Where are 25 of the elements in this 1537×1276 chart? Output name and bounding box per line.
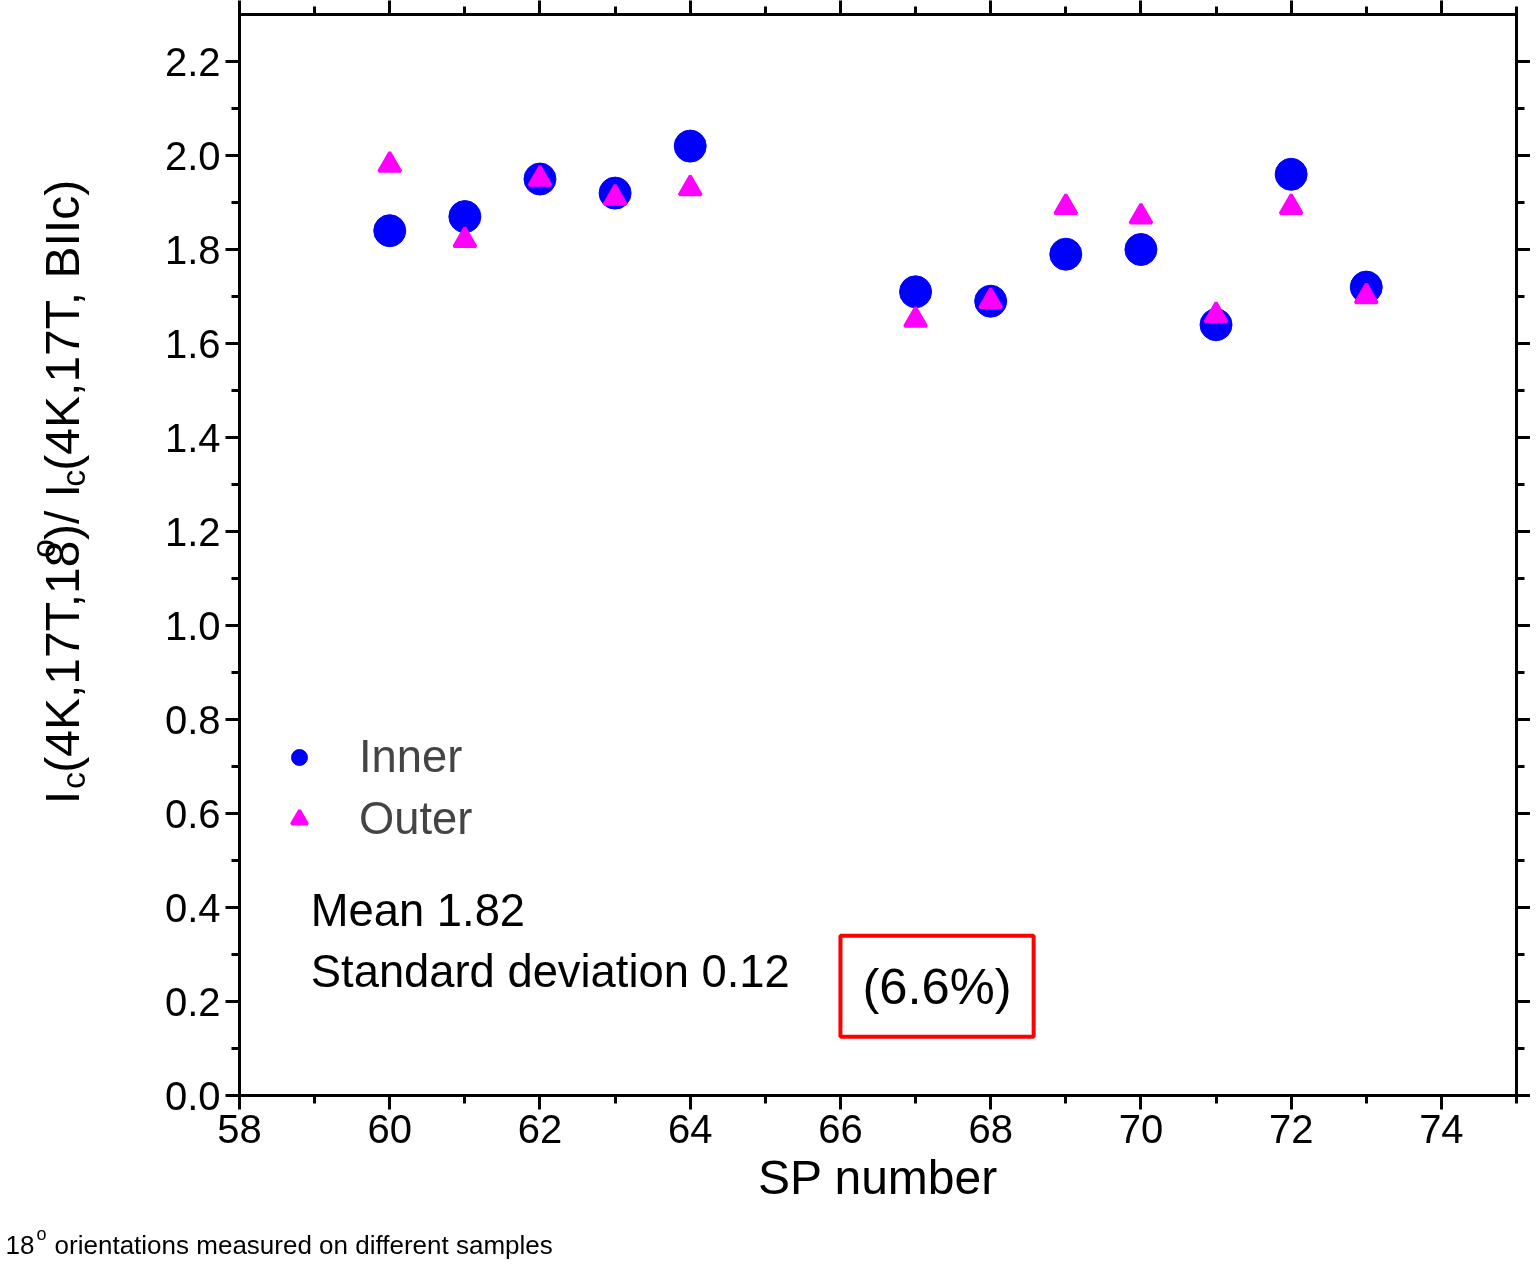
annotation: Mean 1.82 [310,884,526,936]
y-tick-label: 1.6 [164,321,221,366]
annotation: Standard deviation 0.12 [310,945,790,997]
legend-label: Inner [359,731,463,783]
legend-label: Outer [359,793,473,845]
annotation: (6.6%) [862,957,1012,1015]
y-tick-label: 0.6 [164,791,221,836]
y-tick-label: 1.0 [164,603,221,648]
x-tick-label: 62 [517,1106,563,1151]
y-tick-label: 1.2 [164,509,221,554]
x-tick-label: 64 [667,1106,713,1151]
y-tick-label: 0.2 [164,979,221,1024]
y-tick-label: 0.4 [164,885,221,930]
x-tick-label: 74 [1419,1106,1464,1151]
x-tick-label: 70 [1118,1106,1164,1151]
x-tick-label: 68 [968,1106,1013,1151]
x-axis-title: SP number [757,1150,998,1204]
y-tick-label: 2.0 [164,133,221,178]
y-tick-label: 1.8 [164,227,221,272]
x-tick-label: 72 [1268,1106,1314,1151]
x-tick-label: 66 [818,1106,863,1151]
y-tick-label: 2.2 [164,39,221,84]
y-tick-label: 1.4 [164,415,221,460]
x-tick-label: 60 [367,1106,412,1151]
y-tick-label: 0.8 [164,697,221,742]
